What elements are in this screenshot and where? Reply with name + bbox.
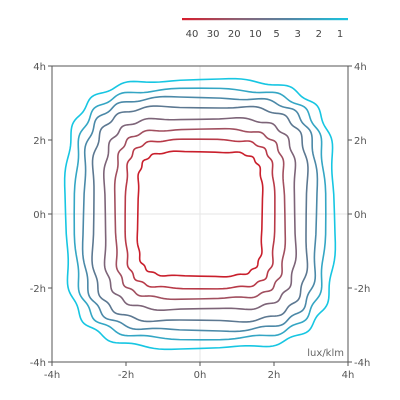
y-tick-label-left: 4h [33,62,46,73]
contour-line-2 [73,87,327,341]
y-tick-label-left: -2h [30,284,46,295]
contour-line-30 [124,138,276,290]
contour-line-40 [136,150,264,278]
legend-label-1: 1 [337,29,343,40]
legend-label-40: 40 [186,29,199,40]
y-tick-label-right: 2h [354,136,367,147]
x-tick-label: -2h [118,370,134,381]
legend-label-30: 30 [207,29,220,40]
contour-line-3 [81,95,319,333]
contour-line-5 [91,105,309,323]
legend-label-3: 3 [295,29,301,40]
x-tick-label: 2h [268,370,281,381]
contour-line-1 [63,77,337,351]
y-tick-label-right: -4h [354,358,370,369]
contour-line-20 [113,127,287,301]
legend-label-5: 5 [273,29,279,40]
y-tick-label-left: 0h [33,210,46,221]
legend-label-10: 10 [249,29,262,40]
x-tick-label: 0h [194,370,207,381]
y-tick-label-left: 2h [33,136,46,147]
legend-label-2: 2 [316,29,322,40]
legend-color-bar [182,18,348,21]
grid [52,66,348,362]
legend-label-20: 20 [228,29,241,40]
unit-label: lux/klm [307,348,344,359]
x-tick-label: 4h [342,370,355,381]
contour-line-10 [102,116,298,312]
y-tick-label-right: 0h [354,210,367,221]
y-tick-label-right: -2h [354,284,370,295]
y-tick-label-right: 4h [354,62,367,73]
legend: 40 30 20 10 5 3 2 1 [182,18,348,40]
y-tick-label-left: -4h [30,358,46,369]
x-tick-label: -4h [44,370,60,381]
contour-lines [63,77,337,351]
